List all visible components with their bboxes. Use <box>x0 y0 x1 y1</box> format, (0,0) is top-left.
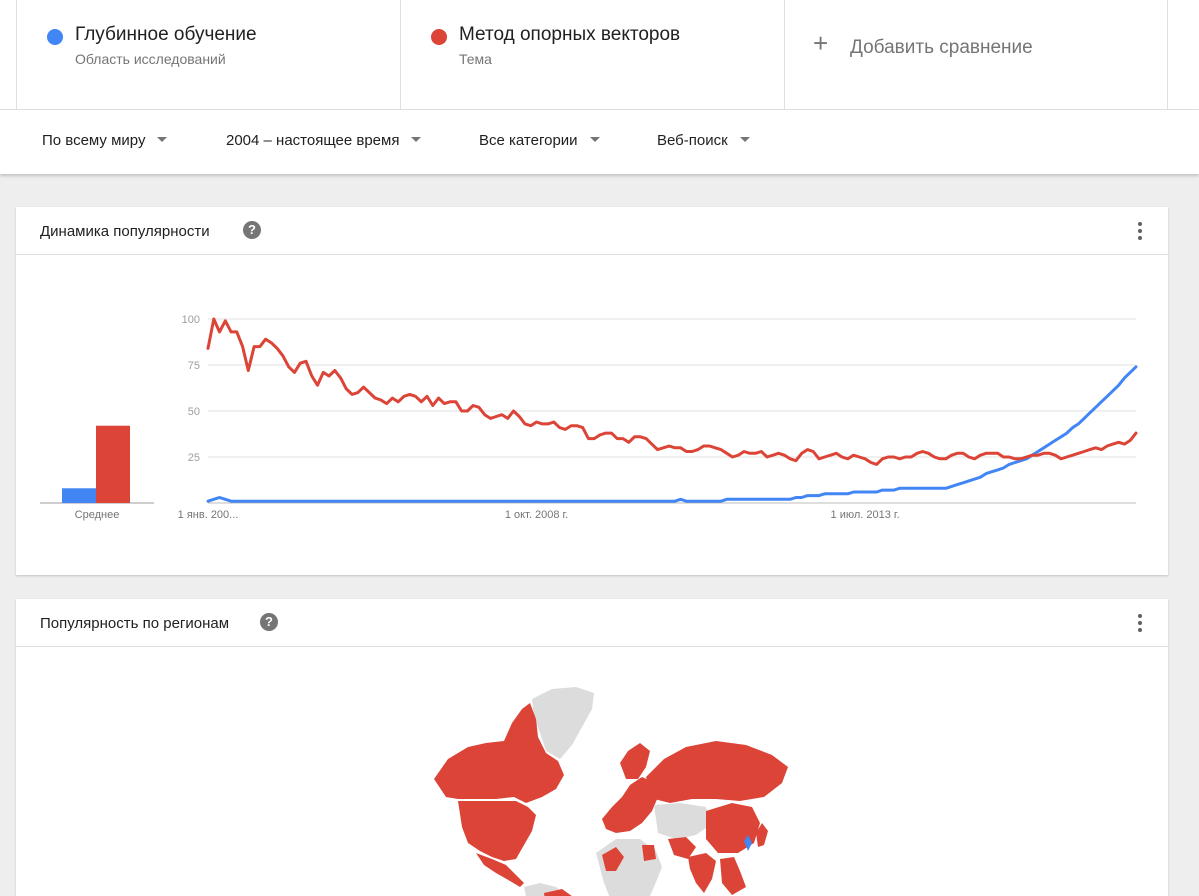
category-filter[interactable]: Все категории <box>479 132 600 149</box>
map-region-scandinavia[interactable] <box>620 743 650 779</box>
trend-chart: 100 75 50 25 1 янв. 200... 1 окт. 2008 г. 1 ию… <box>40 314 1138 521</box>
compare-bar: Глубинное обучение Область исследований … <box>0 0 1199 110</box>
map-region-india[interactable] <box>688 853 716 893</box>
y-tick-label: 75 <box>188 360 200 372</box>
plus-icon: + <box>813 28 829 58</box>
help-icon[interactable]: ? <box>260 613 278 631</box>
caret-down-icon <box>589 136 600 142</box>
region-filter-label: По всему миру <box>42 132 146 149</box>
series-color-dot <box>431 29 447 45</box>
average-label: Среднее <box>75 509 120 521</box>
card-title: Популярность по регионам <box>40 615 230 632</box>
interest-over-time-card: Динамика популярности ? 100 75 50 25 1 янв. … <box>16 207 1168 575</box>
map-region-japan[interactable] <box>756 823 768 847</box>
map-region-southeast-asia[interactable] <box>720 857 746 895</box>
series-color-dot <box>47 29 63 45</box>
term-type: Область исследований <box>75 51 226 67</box>
search-type-filter[interactable]: Веб-поиск <box>657 132 750 149</box>
map-region-iran[interactable] <box>668 837 696 859</box>
y-tick-label: 25 <box>188 452 200 464</box>
add-comparison-label: Добавить сравнение <box>850 37 1033 58</box>
map-region-korea[interactable] <box>744 835 752 851</box>
card-title: Динамика популярности <box>40 223 210 240</box>
map-region-china[interactable] <box>706 803 760 853</box>
x-tick-label: 1 янв. 200... <box>178 509 239 521</box>
map-region-brazil[interactable] <box>544 889 578 896</box>
world-map[interactable] <box>16 647 1168 896</box>
filters-bar: По всему миру 2004 – настоящее время Все… <box>0 110 1199 174</box>
term-name: Глубинное обучение <box>75 24 257 45</box>
more-vert-icon[interactable] <box>1138 222 1142 240</box>
map-region-mexico[interactable] <box>476 853 524 887</box>
caret-down-icon <box>157 136 168 142</box>
help-icon[interactable]: ? <box>243 221 261 239</box>
interest-by-region-card: Популярность по регионам ? <box>16 599 1168 896</box>
map-region-central-asia[interactable] <box>654 803 710 839</box>
map-region-egypt[interactable] <box>642 845 656 861</box>
search-type-filter-label: Веб-поиск <box>657 132 728 149</box>
x-tick-label: 1 окт. 2008 г. <box>505 509 568 521</box>
map-region-canada[interactable] <box>434 703 564 803</box>
caret-down-icon <box>411 136 422 142</box>
period-filter-label: 2004 – настоящее время <box>226 132 400 149</box>
period-filter[interactable]: 2004 – настоящее время <box>226 132 422 149</box>
caret-down-icon <box>739 136 750 142</box>
term-name: Метод опорных векторов <box>459 24 681 45</box>
region-filter[interactable]: По всему миру <box>42 132 168 149</box>
add-comparison-button[interactable]: + Добавить сравнение <box>784 0 1168 110</box>
map-region-north-africa[interactable] <box>602 847 624 871</box>
search-term-2[interactable]: Метод опорных векторов Тема <box>400 0 784 110</box>
map-region-usa[interactable] <box>458 801 536 861</box>
term-type: Тема <box>459 51 492 67</box>
more-vert-icon[interactable] <box>1138 614 1142 632</box>
map-region-russia[interactable] <box>646 741 788 803</box>
card-header: Популярность по регионам ? <box>16 599 1168 647</box>
search-term-1[interactable]: Глубинное обучение Область исследований <box>16 0 400 110</box>
average-bar <box>96 425 130 503</box>
average-bar <box>62 488 96 503</box>
map-region-europe[interactable] <box>602 777 658 833</box>
map-region-greenland[interactable] <box>532 687 594 759</box>
category-filter-label: Все категории <box>479 132 578 149</box>
y-tick-label: 100 <box>182 314 200 326</box>
series-line <box>206 365 1138 503</box>
card-header: Динамика популярности ? <box>16 207 1168 255</box>
series-line <box>206 317 1138 466</box>
y-tick-label: 50 <box>188 406 200 418</box>
x-tick-label: 1 июл. 2013 г. <box>831 509 900 521</box>
